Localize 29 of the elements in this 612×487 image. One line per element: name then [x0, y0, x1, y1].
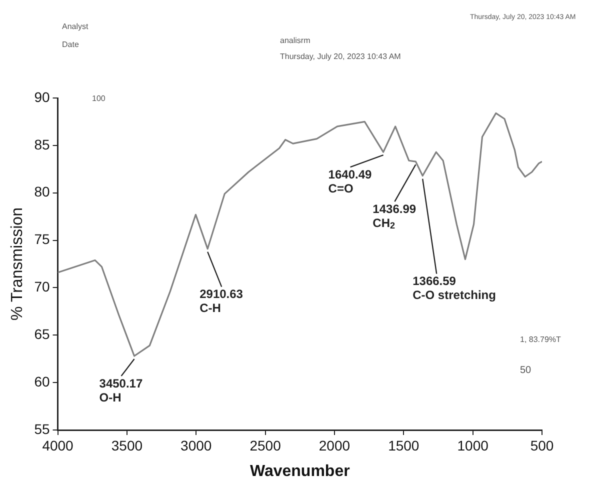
text: analisrm [280, 36, 310, 45]
x-tick-label: 500 [530, 437, 554, 454]
x-tick-label: 4000 [42, 437, 74, 454]
x-tick-label: 2000 [318, 437, 350, 454]
x-tick-label: 3000 [180, 437, 212, 454]
x-tick-label: 1000 [457, 437, 489, 454]
x-axis-title: Wavenumber [250, 462, 350, 480]
annotation: 1, 83.79%T [520, 335, 561, 344]
annotation: 2910.63 C-H [200, 287, 244, 316]
y-tick-label: 85 [34, 136, 50, 152]
y-tick-label: 65 [34, 326, 50, 342]
y-axis-title: % Transmission [9, 208, 26, 320]
x-tick-label: 2500 [250, 437, 282, 454]
annotation: 100 [92, 94, 106, 103]
y-tick-label: 70 [34, 278, 50, 295]
text: Analyst [62, 22, 88, 31]
annotation: 3450.17 O-H [99, 376, 143, 404]
y-tick-label: 60 [34, 373, 50, 390]
annotation: 50 [520, 365, 532, 376]
y-tick-label: 80 [34, 184, 50, 200]
y-tick-label: 90 [34, 88, 50, 105]
y-tick-label: 75 [34, 231, 50, 248]
x-tick-label: 1500 [388, 437, 420, 454]
annotation: 1640.49 C=O [328, 167, 372, 196]
x-tick-label: 3500 [111, 437, 143, 454]
text: Date [62, 40, 79, 49]
text: Thursday, July 20, 2023 10:43 AM [280, 52, 401, 61]
annotation: 1366.59 C-O stretching [412, 274, 496, 302]
y-tick-label: 55 [34, 420, 50, 437]
